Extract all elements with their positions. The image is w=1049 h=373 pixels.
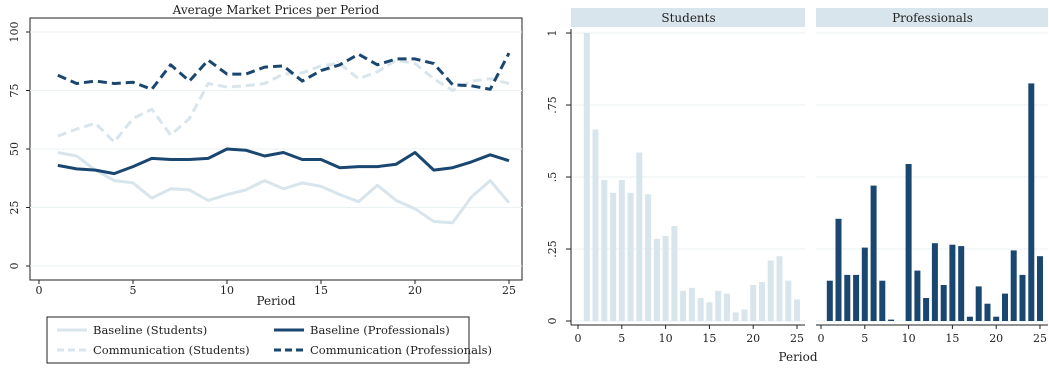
bar-students xyxy=(636,152,643,321)
legend-label: Communication (Students) xyxy=(93,343,250,357)
bar-students xyxy=(715,290,722,321)
x-tick-label: 0 xyxy=(575,332,582,345)
y-tick-label: 50 xyxy=(8,142,21,156)
legend-label: Baseline (Professionals) xyxy=(310,323,450,337)
bar-students xyxy=(627,192,634,321)
bar-students xyxy=(741,309,748,321)
bar-students xyxy=(776,256,783,321)
bar-students xyxy=(610,192,617,321)
x-tick-label: 25 xyxy=(790,332,804,345)
bar-professionals xyxy=(1019,274,1026,321)
series-line-baseline-students xyxy=(57,151,511,225)
bar-students xyxy=(662,236,669,321)
x-axis-label: Period xyxy=(256,294,295,308)
bar-students xyxy=(767,260,774,321)
x-tick-label: 5 xyxy=(861,332,868,345)
y-tick-label: 1 xyxy=(546,30,559,37)
bar-students xyxy=(723,293,730,321)
y-tick-label: 100 xyxy=(8,22,21,43)
facet-header-professionals xyxy=(816,8,1048,27)
bar-professionals xyxy=(888,319,895,321)
x-tick-label: 25 xyxy=(502,284,516,297)
bar-professionals xyxy=(914,270,921,321)
y-tick-label: 0 xyxy=(8,263,21,270)
bar-students xyxy=(794,299,800,321)
bar-professionals xyxy=(905,164,912,321)
series-line-communication-professionals xyxy=(57,52,511,91)
bar-students xyxy=(680,290,687,321)
bar-students xyxy=(688,287,695,321)
x-tick-label: 5 xyxy=(130,284,137,297)
x-tick-label: 15 xyxy=(945,332,959,345)
bar-students xyxy=(601,179,608,321)
bar-students xyxy=(653,238,660,321)
facet-title-students: Students xyxy=(661,11,715,25)
bar-professionals xyxy=(993,316,1000,321)
x-tick-label: 0 xyxy=(36,284,43,297)
bar-professionals xyxy=(870,185,877,321)
bar-professionals xyxy=(1028,83,1035,322)
facet-title-professionals: Professionals xyxy=(892,11,973,25)
bar-professionals xyxy=(861,247,868,321)
facet-header-students xyxy=(571,8,805,27)
y-tick-label: 75 xyxy=(8,84,21,98)
bar-students xyxy=(583,33,590,321)
series-line-baseline-professionals xyxy=(57,147,510,176)
bar-professionals xyxy=(1002,293,1008,321)
x-tick-label: 20 xyxy=(989,332,1003,345)
x-tick-label: 10 xyxy=(902,332,916,345)
bar-professionals xyxy=(949,244,956,321)
bar-professionals xyxy=(975,286,982,321)
x-tick-label: 10 xyxy=(659,332,673,345)
bar-students xyxy=(706,302,713,321)
x-tick-label: 10 xyxy=(220,284,234,297)
legend-label: Communication (Professionals) xyxy=(310,343,492,357)
bar-professionals xyxy=(844,274,851,321)
x-tick-label: 15 xyxy=(702,332,716,345)
bar-professionals xyxy=(1037,256,1043,321)
bar-professionals xyxy=(966,316,973,321)
legend-label: Baseline (Students) xyxy=(93,323,207,337)
bar-students xyxy=(645,194,652,321)
bar-professionals xyxy=(940,285,947,321)
x-tick-label: 25 xyxy=(1033,332,1047,345)
bar-students xyxy=(592,129,599,321)
x-axis-label: Period xyxy=(778,350,817,364)
bar-students xyxy=(785,280,792,321)
bar-students xyxy=(732,312,739,321)
y-tick-label: .5 xyxy=(546,172,559,183)
x-tick-label: 5 xyxy=(618,332,625,345)
y-tick-label: .75 xyxy=(546,96,559,114)
bar-professionals xyxy=(853,274,860,321)
chart-title: Average Market Prices per Period xyxy=(172,3,380,17)
y-tick-label: 0 xyxy=(546,318,559,325)
bar-professionals xyxy=(931,243,938,321)
bar-professionals xyxy=(1010,250,1017,321)
bar-professionals xyxy=(879,280,886,321)
bar-professionals xyxy=(984,303,991,321)
x-tick-label: 20 xyxy=(408,284,422,297)
bar-students xyxy=(671,226,678,321)
bar-professionals xyxy=(958,246,965,321)
bar-students xyxy=(618,179,625,321)
x-tick-label: 0 xyxy=(818,332,825,345)
legend-box xyxy=(46,316,470,364)
bar-professionals xyxy=(835,218,842,321)
x-tick-label: 15 xyxy=(314,284,328,297)
x-tick-label: 20 xyxy=(746,332,760,345)
bar-students xyxy=(759,282,765,321)
bar-professionals xyxy=(826,280,833,321)
bar-students xyxy=(697,298,704,321)
bar-professionals xyxy=(923,298,930,321)
y-tick-label: 25 xyxy=(8,201,21,215)
y-tick-label: .25 xyxy=(546,240,559,258)
bar-students xyxy=(750,285,757,321)
